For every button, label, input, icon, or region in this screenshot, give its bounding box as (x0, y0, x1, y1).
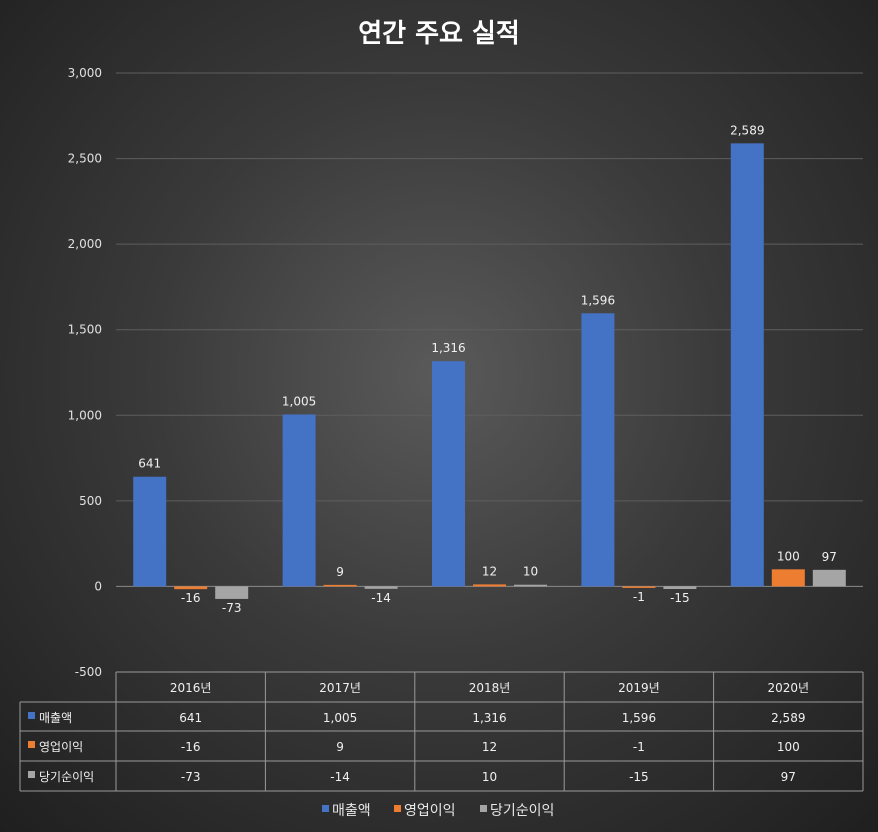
table-cell: -16 (181, 740, 201, 754)
bar (581, 313, 615, 587)
table-cell: 10 (482, 770, 497, 784)
legend-label: 영업이익 (404, 803, 456, 819)
table-cell: 1,316 (472, 711, 506, 725)
y-tick-label: -500 (75, 665, 102, 679)
data-label: 1,596 (581, 293, 615, 307)
bar (364, 586, 398, 589)
y-tick-label: 1,500 (68, 323, 102, 337)
y-tick-label: 1,000 (68, 408, 102, 422)
bars (133, 143, 846, 599)
table-legend-key (28, 771, 35, 778)
data-label: -14 (371, 591, 391, 605)
bar (730, 143, 764, 587)
y-tick-label: 0 (94, 579, 102, 593)
bar (663, 586, 697, 589)
table-legend-key (28, 712, 35, 719)
legend-key (394, 805, 401, 812)
table-cell: 1,005 (323, 711, 357, 725)
bar (812, 569, 846, 587)
bar (432, 361, 465, 587)
data-label: -1 (633, 590, 645, 604)
data-label: -73 (222, 601, 242, 615)
table-cell: -15 (629, 770, 649, 784)
table-cell: 9 (336, 740, 344, 754)
table-row-label: 영업이익 (39, 740, 83, 754)
y-tick-label: 500 (79, 494, 102, 508)
table-header-cell: 2018년 (469, 681, 511, 695)
table-cell: 1,596 (622, 711, 656, 725)
data-labels: 641 1,005 1,316 1,596 2,589 -16 9 12 -1 100 -73 -14… (138, 123, 837, 615)
data-label: 10 (523, 565, 538, 579)
table-cell: 2,589 (771, 711, 805, 725)
y-tick-label: 3,000 (68, 66, 102, 80)
bar (622, 586, 656, 588)
table-cell: -73 (181, 770, 201, 784)
table-cell: -1 (633, 740, 645, 754)
table-row-label: 당기순이익 (39, 770, 94, 784)
table-cell: 12 (482, 740, 497, 754)
legend-label: 매출액 (332, 803, 371, 819)
legend: 매출액 영업이익 당기순이익 (322, 803, 554, 819)
legend-key (322, 805, 329, 812)
data-label: -15 (670, 591, 690, 605)
bar (323, 584, 357, 587)
bar (215, 586, 249, 599)
y-axis: -500 0 500 1,000 1,500 2,000 2,500 3,000 (68, 66, 102, 679)
table-header-cell: 2019년 (618, 681, 660, 695)
table-header-cell: 2017년 (319, 681, 361, 695)
bar (514, 584, 547, 587)
bar (473, 584, 506, 587)
data-label: 641 (138, 457, 161, 471)
y-tick-label: 2,500 (68, 152, 102, 166)
y-tick-label: 2,000 (68, 237, 102, 251)
table-header-cell: 2020년 (768, 681, 810, 695)
table-cell: -14 (330, 770, 350, 784)
table-header-cell: 2016년 (170, 681, 212, 695)
bar (771, 569, 805, 587)
table-cell: 97 (781, 770, 796, 784)
data-label: 97 (822, 550, 837, 564)
bar (282, 414, 316, 587)
chart-title: 연간 주요 실적 (358, 19, 520, 49)
data-label: 1,005 (282, 394, 316, 408)
table-cell: 100 (777, 740, 800, 754)
gridlines (116, 72, 863, 587)
table-legend-key (28, 741, 35, 748)
data-label: 12 (482, 564, 497, 578)
table-row-label: 매출액 (39, 711, 72, 725)
data-label: -16 (181, 591, 201, 605)
table-cell: 641 (179, 711, 202, 725)
legend-key (480, 805, 487, 812)
data-label: 2,589 (730, 123, 764, 137)
bar (174, 586, 208, 590)
data-label: 1,316 (431, 341, 465, 355)
data-label: 9 (336, 565, 344, 579)
bar (133, 476, 167, 587)
data-label: 100 (777, 549, 800, 563)
legend-label: 당기순이익 (490, 803, 554, 819)
